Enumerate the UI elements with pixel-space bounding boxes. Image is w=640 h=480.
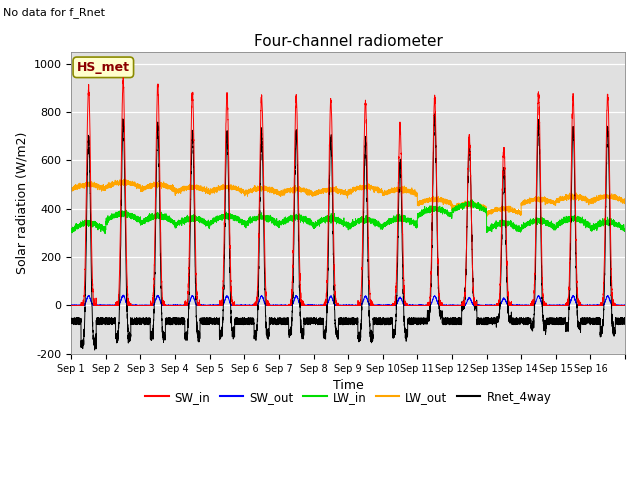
Legend: SW_in, SW_out, LW_in, LW_out, Rnet_4way: SW_in, SW_out, LW_in, LW_out, Rnet_4way	[140, 386, 556, 408]
X-axis label: Time: Time	[333, 379, 364, 392]
Title: Four-channel radiometer: Four-channel radiometer	[253, 34, 443, 49]
Y-axis label: Solar radiation (W/m2): Solar radiation (W/m2)	[15, 132, 28, 274]
Text: HS_met: HS_met	[77, 61, 130, 74]
Text: No data for f_Rnet: No data for f_Rnet	[3, 7, 105, 18]
